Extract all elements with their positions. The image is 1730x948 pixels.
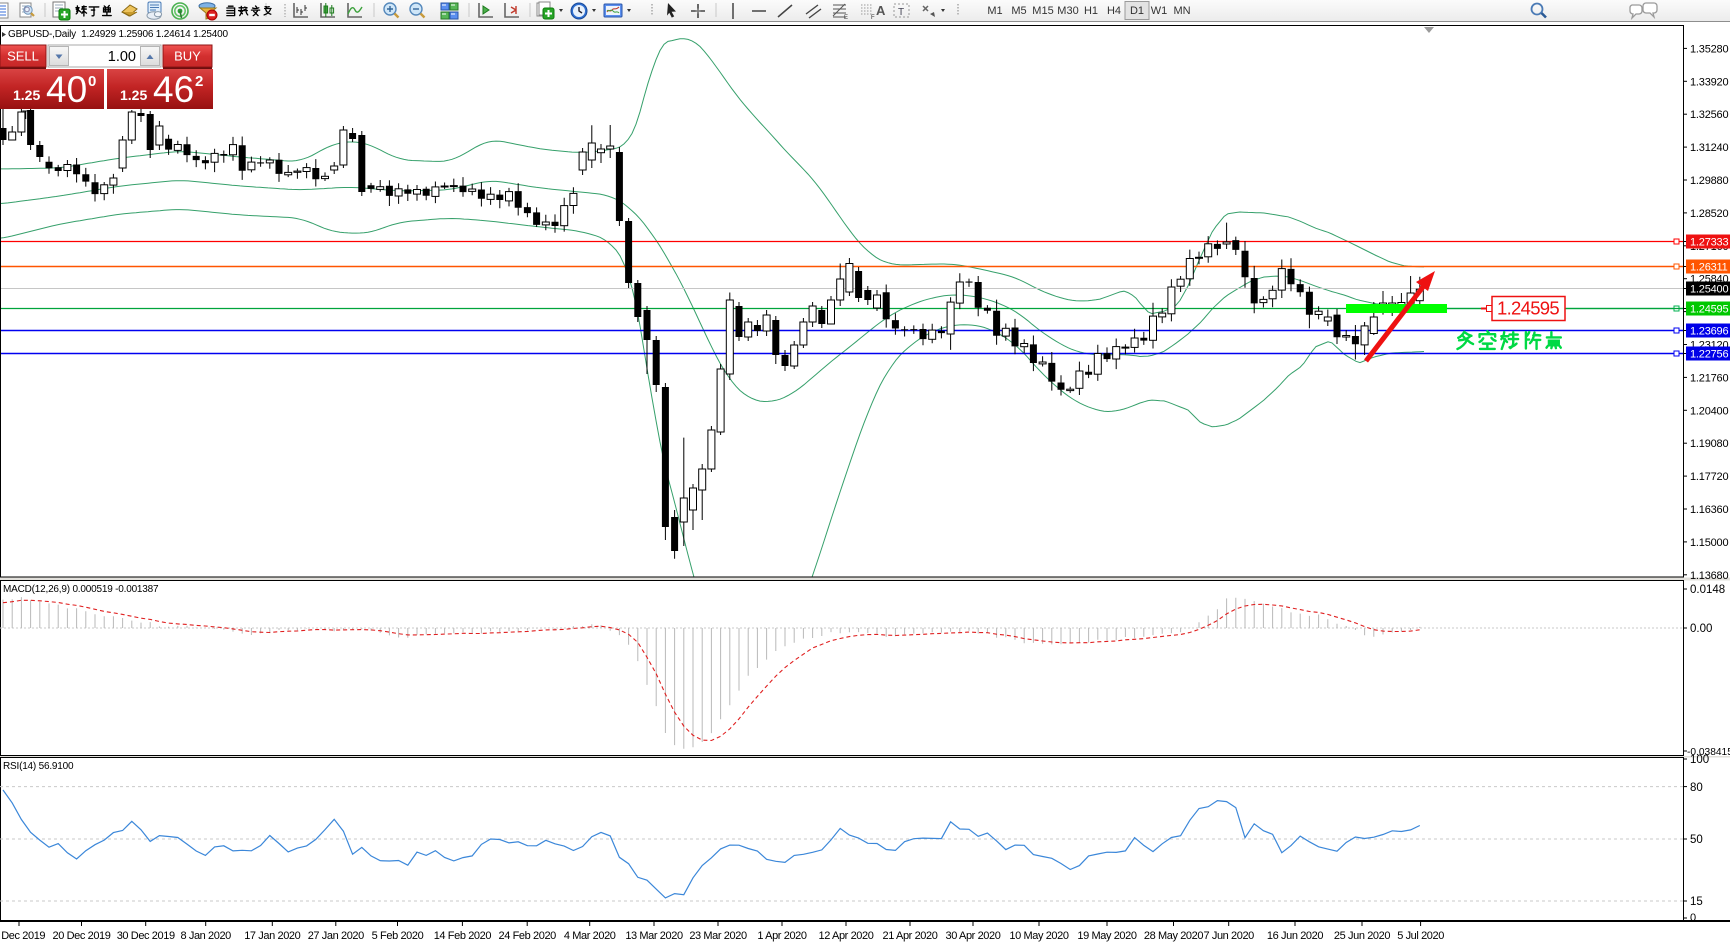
svg-text:E: E xyxy=(844,15,848,21)
svg-text:BUY: BUY xyxy=(174,49,201,64)
svg-text:14 Feb 2020: 14 Feb 2020 xyxy=(434,930,492,942)
svg-text:1 Apr 2020: 1 Apr 2020 xyxy=(757,930,806,942)
svg-text:1.26311: 1.26311 xyxy=(1690,262,1728,274)
svg-text:100: 100 xyxy=(1690,754,1709,766)
svg-text:1.31240: 1.31240 xyxy=(1690,142,1728,154)
svg-text:1.25: 1.25 xyxy=(120,87,147,103)
svg-text:7 Jun 2020: 7 Jun 2020 xyxy=(1203,930,1254,942)
svg-text:8 Jan 2020: 8 Jan 2020 xyxy=(180,930,231,942)
svg-text:A: A xyxy=(876,3,886,18)
svg-text:80: 80 xyxy=(1690,782,1703,794)
svg-text:23 Mar 2020: 23 Mar 2020 xyxy=(689,930,747,942)
svg-text:20 Dec 2019: 20 Dec 2019 xyxy=(53,930,111,942)
svg-text:30 Dec 2019: 30 Dec 2019 xyxy=(117,930,175,942)
svg-text:M1: M1 xyxy=(987,5,1002,17)
svg-text:13 Mar 2020: 13 Mar 2020 xyxy=(625,930,683,942)
svg-text:1.19080: 1.19080 xyxy=(1690,438,1728,450)
svg-text:RSI(14) 56.9100: RSI(14) 56.9100 xyxy=(3,761,74,772)
svg-text:F: F xyxy=(871,15,875,21)
svg-text:1.22756: 1.22756 xyxy=(1690,349,1728,361)
svg-text:1.16360: 1.16360 xyxy=(1690,504,1728,516)
svg-text:1.13680: 1.13680 xyxy=(1690,570,1728,582)
svg-text:H1: H1 xyxy=(1084,5,1098,17)
svg-text:4 Mar 2020: 4 Mar 2020 xyxy=(564,930,616,942)
svg-text:-0.038415: -0.038415 xyxy=(1687,747,1730,758)
svg-text:1.29880: 1.29880 xyxy=(1690,175,1728,187)
svg-text:50: 50 xyxy=(1690,834,1703,846)
svg-text:1.32560: 1.32560 xyxy=(1690,109,1728,121)
svg-text:1.21760: 1.21760 xyxy=(1690,372,1728,384)
svg-text:30 Apr 2020: 30 Apr 2020 xyxy=(946,930,1001,942)
svg-text:40: 40 xyxy=(46,69,87,110)
svg-text:H4: H4 xyxy=(1107,5,1121,17)
svg-text:1.23696: 1.23696 xyxy=(1690,326,1728,338)
svg-text:W1: W1 xyxy=(1151,5,1168,17)
svg-text:T: T xyxy=(898,7,904,18)
svg-text:25 Jun 2020: 25 Jun 2020 xyxy=(1334,930,1390,942)
svg-text:1.35280: 1.35280 xyxy=(1690,43,1728,55)
svg-text:0.00: 0.00 xyxy=(1690,623,1712,635)
svg-text:1.33920: 1.33920 xyxy=(1690,76,1728,88)
svg-text:27 Jan 2020: 27 Jan 2020 xyxy=(308,930,364,942)
svg-text:MN: MN xyxy=(1173,5,1190,17)
svg-text:1.15000: 1.15000 xyxy=(1690,537,1728,549)
svg-text:28 May 2020: 28 May 2020 xyxy=(1144,930,1203,942)
svg-text:10 May 2020: 10 May 2020 xyxy=(1009,930,1068,942)
svg-text:46: 46 xyxy=(153,69,194,110)
svg-text:T: T xyxy=(22,108,30,122)
svg-text:1.20400: 1.20400 xyxy=(1690,405,1728,417)
svg-text:1.28520: 1.28520 xyxy=(1690,208,1728,220)
svg-text:1.27333: 1.27333 xyxy=(1690,237,1728,249)
svg-text:2: 2 xyxy=(195,73,203,90)
svg-text:5 Feb 2020: 5 Feb 2020 xyxy=(372,930,424,942)
svg-text:1.25400: 1.25400 xyxy=(1690,284,1728,296)
svg-text:GBPUSD-,Daily 1.24929 1.25906: GBPUSD-,Daily 1.24929 1.25906 1.24614 1.… xyxy=(8,29,228,40)
svg-text:1.00: 1.00 xyxy=(108,49,136,65)
svg-text:1.25: 1.25 xyxy=(13,87,40,103)
svg-text:21 Apr 2020: 21 Apr 2020 xyxy=(883,930,938,942)
svg-text:19 May 2020: 19 May 2020 xyxy=(1077,930,1136,942)
svg-text:24 Feb 2020: 24 Feb 2020 xyxy=(499,930,557,942)
svg-text:0.0148: 0.0148 xyxy=(1690,584,1725,596)
svg-text:M5: M5 xyxy=(1011,5,1026,17)
svg-text:SELL: SELL xyxy=(7,49,39,64)
svg-text:16 Jun 2020: 16 Jun 2020 xyxy=(1267,930,1323,942)
svg-text:0: 0 xyxy=(1690,912,1696,924)
svg-text:D1: D1 xyxy=(1130,5,1144,17)
svg-text:MACD(12,26,9) 0.000519 -0.0013: MACD(12,26,9) 0.000519 -0.001387 xyxy=(3,584,159,595)
svg-text:1.24595: 1.24595 xyxy=(1690,304,1728,316)
svg-text:M30: M30 xyxy=(1057,5,1078,17)
svg-text:2 Dec 2019: 2 Dec 2019 xyxy=(0,930,45,942)
svg-text:5 Jul 2020: 5 Jul 2020 xyxy=(1397,930,1444,942)
svg-text:15: 15 xyxy=(1690,896,1703,908)
svg-text:17 Jan 2020: 17 Jan 2020 xyxy=(244,930,300,942)
svg-text:M15: M15 xyxy=(1032,5,1053,17)
svg-text:0: 0 xyxy=(88,73,96,90)
svg-text:1.24595: 1.24595 xyxy=(1497,298,1559,319)
svg-text:1.17720: 1.17720 xyxy=(1690,471,1728,483)
svg-text:12 Apr 2020: 12 Apr 2020 xyxy=(819,930,874,942)
